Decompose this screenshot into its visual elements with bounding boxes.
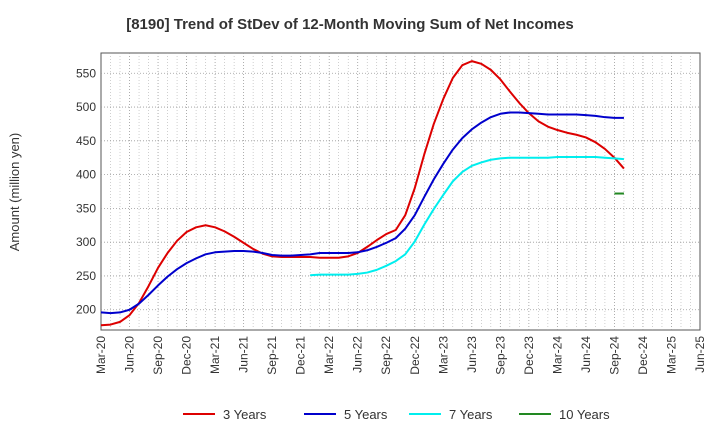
legend-label: 7 Years: [449, 407, 493, 422]
x-tick-label: Sep-20: [151, 336, 165, 375]
y-tick-label: 450: [76, 134, 96, 148]
legend: 3 Years 5 Years 7 Years 10 Years: [183, 407, 610, 422]
x-tick-label: Mar-20: [94, 336, 108, 374]
x-tick-label: Dec-22: [408, 336, 422, 375]
series-lines: [100, 60, 625, 327]
legend-label: 5 Years: [344, 407, 388, 422]
y-tick-label: 400: [76, 168, 96, 182]
x-tick-label: Dec-23: [522, 336, 536, 375]
x-tick-label: Mar-23: [436, 336, 450, 374]
x-tick-label: Mar-21: [208, 336, 222, 374]
series-line-3: [310, 156, 625, 277]
x-tick-label: Mar-25: [664, 336, 678, 374]
x-tick-label: Sep-21: [265, 336, 279, 375]
series-line-2: [100, 111, 624, 315]
legend-label: 3 Years: [223, 407, 267, 422]
x-tick-label: Jun-21: [237, 336, 251, 373]
y-tick-label: 500: [76, 100, 96, 114]
x-tick-label: Jun-22: [351, 336, 365, 373]
chart-title: [8190] Trend of StDev of 12-Month Moving…: [126, 16, 574, 33]
x-tick-label: Dec-20: [180, 336, 194, 375]
x-tick-label: Dec-21: [294, 336, 308, 375]
y-axis-label: Amount (million yen): [7, 133, 22, 252]
x-tick-label: Dec-24: [636, 336, 650, 375]
x-tick-label: Jun-23: [465, 336, 479, 373]
y-tick-label: 250: [76, 269, 96, 283]
series-line-1: [100, 60, 625, 327]
y-tick-label: 550: [76, 66, 96, 80]
x-tick-label: Jun-20: [123, 336, 137, 373]
plot-area: [100, 52, 701, 331]
y-tick-label: 200: [76, 303, 96, 317]
x-tick-label: Jun-24: [579, 336, 593, 373]
x-tick-label: Sep-23: [493, 336, 507, 375]
x-tick-label: Mar-22: [322, 336, 336, 374]
y-tick-label: 350: [76, 201, 96, 215]
y-tick-label: 300: [76, 235, 96, 249]
gridlines: [101, 53, 700, 330]
x-tick-label: Mar-24: [550, 336, 564, 374]
x-tick-label: Sep-24: [607, 336, 621, 375]
y-axis-ticks: 200 250 300 350 400 450 500 550: [76, 66, 96, 316]
x-tick-label: Sep-22: [379, 336, 393, 375]
x-axis-ticks: Mar-20 Jun-20 Sep-20 Dec-20 Mar-21 Jun-21 Sep-…: [94, 336, 707, 375]
x-tick-label: Jun-25: [693, 336, 707, 373]
legend-label: 10 Years: [559, 407, 610, 422]
